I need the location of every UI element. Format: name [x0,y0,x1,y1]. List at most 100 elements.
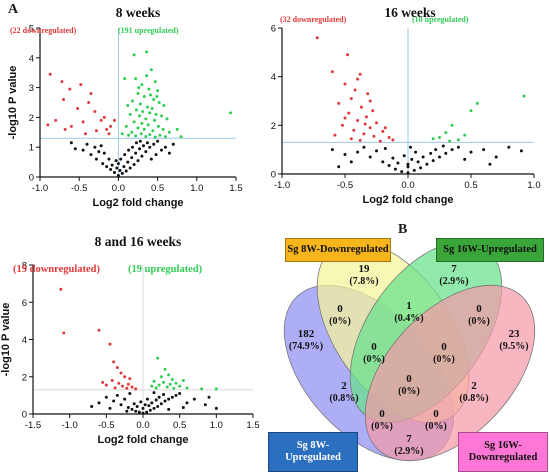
point-ns [396,161,400,165]
point-ns [134,409,138,413]
point-ns [160,148,164,152]
point-ns [156,405,160,409]
point-ns [406,171,410,175]
point-ns [105,165,109,169]
point-up [174,381,178,385]
point-up [148,133,152,137]
point-up [160,114,164,118]
point-down [105,127,109,131]
annotation-upregulated: (19 upregulated) [128,264,203,275]
point-down [76,106,80,110]
point-up [156,124,160,128]
point-up [170,378,174,382]
point-ns [126,405,130,409]
point-ns [488,162,492,166]
point-up [137,86,141,90]
point-ns [114,159,118,163]
point-ns [400,170,404,174]
point-ns [119,403,123,407]
point-up [167,130,171,134]
point-up [155,95,159,99]
point-down [368,99,372,103]
point-ns [387,163,391,167]
panel-label-b: B [398,222,408,237]
point-ns [170,395,174,399]
point-down [87,101,91,104]
point-ns [139,400,143,404]
point-ns [393,167,397,171]
x-tick-label: 0.5 [173,420,186,431]
point-down [130,385,134,389]
point-down [94,129,98,133]
y-tick-label: 2 [29,113,34,124]
point-up [158,133,162,137]
venn-percent-up8_up16_down16: (0%) [371,421,393,432]
point-ns [134,141,138,145]
point-down [362,132,366,136]
point-up [149,68,153,72]
point-ns [368,155,372,159]
point-down [68,87,72,91]
point-up [149,93,153,97]
point-up [152,98,156,102]
venn-count-up8_down8_up16: 0 [371,341,377,353]
point-ns [450,148,454,152]
point-up [162,380,166,384]
point-ns [145,141,149,145]
point-down [117,381,121,385]
point-ns [163,145,167,149]
point-ns [192,397,196,401]
point-ns [463,157,467,161]
point-ns [163,399,167,403]
legend-sg-16w-upregulated: Sg 16W-Upregulated [436,238,544,262]
point-down [104,383,108,387]
point-down [366,92,370,96]
point-up [150,106,154,110]
point-up [147,87,151,91]
venn-percent-down8_up16_down16: (0%) [433,354,455,365]
point-ns [214,406,218,410]
point-ns [410,157,414,161]
point-up [134,134,138,138]
x-tick-label: -0.5 [337,180,353,191]
point-down [119,371,123,375]
point-up [522,94,526,98]
venn-percent-up8_down8_up16: (0%) [363,354,385,365]
point-ns [174,393,178,397]
y-tick-label: 6 [271,24,276,35]
point-down [333,133,337,137]
point-ns [185,401,189,405]
point-ns [425,162,429,166]
point-up [127,133,131,137]
venn-region-labels: 19(7.8%)7(2.9%)182(74.9%)23(9.5%)1(0.4%)… [289,263,529,457]
point-up [152,118,156,122]
point-up [214,387,218,391]
point-ns [167,397,171,401]
point-ns [94,157,98,161]
point-up [200,387,204,391]
point-down [358,72,362,76]
point-up [156,89,160,93]
point-down [352,128,356,132]
y-tick-label: 5 [29,24,34,35]
point-up [142,127,146,131]
venn-percent-up8_down8: (0%) [329,316,351,327]
point-ns [402,154,406,158]
point-down [337,101,341,105]
point-ns [343,153,347,157]
point-ns [136,159,140,163]
point-down [46,123,50,127]
point-ns [110,163,114,167]
point-ns [90,405,94,409]
point-down [375,121,378,125]
y-tick-label: 6 [22,298,27,309]
point-ns [127,148,131,152]
point-ns [138,139,142,143]
point-ns [154,153,158,157]
point-down [59,287,63,291]
point-down [359,105,363,109]
point-ns [99,144,103,148]
point-ns [130,407,134,411]
point-ns [73,147,77,151]
point-down [126,382,130,386]
